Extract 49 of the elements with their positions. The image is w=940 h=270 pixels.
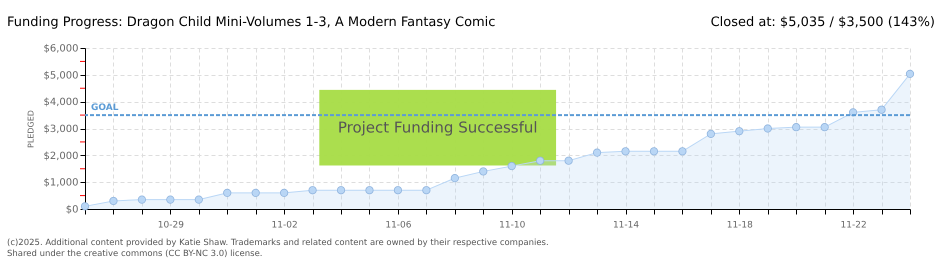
point — [166, 196, 174, 204]
y-tick-label: $6,000 — [44, 44, 78, 54]
point — [308, 186, 317, 194]
point — [365, 186, 374, 194]
point — [564, 156, 573, 165]
y-axis-title: PLEDGED — [26, 110, 36, 148]
point — [422, 186, 430, 194]
point — [280, 188, 288, 197]
x-tick-label: 11-22 — [840, 220, 867, 230]
annotation: Project Funding Successful — [338, 118, 538, 137]
point — [394, 186, 402, 194]
y-tick-label: $5,000 — [44, 70, 78, 82]
point — [792, 123, 800, 132]
point — [706, 130, 715, 138]
point — [621, 147, 630, 156]
point — [479, 167, 488, 176]
text: Shared under the creative commons (CC BY-NC 3.0) license. — [7, 249, 263, 259]
point — [764, 124, 772, 133]
x-tick-label: 11-18 — [726, 220, 754, 230]
x-tick-label: 11-14 — [612, 220, 640, 230]
y-tick-label: $3,000 — [44, 124, 78, 135]
point — [252, 188, 260, 197]
y-tick-label: $2,000 — [44, 150, 78, 162]
point — [109, 196, 118, 206]
point — [906, 70, 914, 78]
point — [877, 106, 886, 114]
y-tick-label: $4,000 — [44, 97, 78, 108]
point — [536, 156, 544, 165]
point — [508, 162, 516, 170]
point — [336, 186, 346, 194]
x-tick-label: 11-02 — [272, 220, 298, 230]
point — [194, 196, 203, 204]
ref-line-label: GOAL — [91, 103, 119, 114]
text: (c)2025. Additional content provided by Katie Shaw. Trademarks and related content are owned by their respective companies. — [7, 238, 549, 248]
text: Closed at: $5,035 / $3,500 (143%) — [710, 15, 935, 30]
x-tick-label: 10-29 — [158, 220, 184, 230]
chart-title: Funding Progress: Dragon Child Mini-Volumes 1-3, A Modern Fantasy Comic — [7, 15, 496, 30]
point — [138, 196, 146, 204]
point — [592, 148, 602, 157]
point — [450, 174, 459, 182]
x-tick-label: 11-06 — [385, 220, 412, 230]
y-tick-label: $0 — [66, 204, 78, 216]
point — [678, 147, 687, 156]
point — [223, 188, 232, 197]
point — [650, 147, 658, 156]
point — [820, 123, 829, 132]
x-tick-label: 11-10 — [499, 220, 526, 230]
point — [735, 127, 744, 136]
y-tick-label: $1,000 — [44, 178, 78, 189]
